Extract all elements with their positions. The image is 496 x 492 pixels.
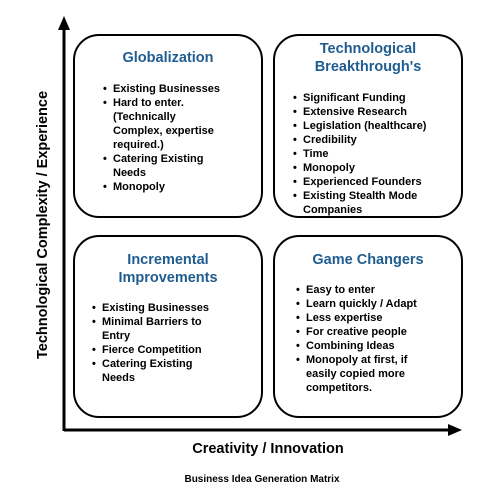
list-item: Learn quickly / Adapt [296,297,417,311]
list-item: Existing Businesses [92,301,209,315]
list-item: Fierce Competition [92,343,209,357]
list-item: Monopoly at first, if [296,353,417,367]
quadrant-list: Existing Businesses Minimal Barriers to … [92,301,209,385]
list-item: Minimal Barriers to [92,315,209,329]
quadrant-globalization: Globalization Existing Businesses Hard t… [73,34,263,218]
list-item: Less expertise [296,311,417,325]
list-item-continuation: Needs [102,372,136,384]
list-item: Catering Existing [103,152,220,166]
list-item-continuation: Needs [113,167,147,179]
list-item: Catering Existing [92,357,209,371]
y-axis-label: Technological Complexity / Experience [35,90,51,360]
quadrant-title: Globalization [122,50,214,66]
quadrant-list: Significant Funding Extensive Research L… [293,91,426,217]
list-item: Credibility [293,133,426,147]
figure-caption: Business Idea Generation Matrix [184,474,340,485]
list-item: Existing Businesses [103,82,220,96]
quadrant-technological-breakthroughs: Technological Breakthrough's Significant… [273,34,463,218]
quadrant-list: Existing Businesses Hard to enter. (Tech… [103,82,220,194]
x-axis-label: Creativity / Innovation [192,441,344,457]
quadrant-incremental-improvements: Incremental Improvements Existing Busine… [73,235,263,418]
y-axis-arrow [58,16,70,30]
list-item: Monopoly [103,180,220,194]
list-item: For creative people [296,325,417,339]
list-item: Existing Stealth Mode [293,189,426,203]
list-item-continuation: required.) [113,139,164,151]
quadrant-title: Game Changers [312,252,424,268]
x-axis-arrow [448,424,462,436]
list-item-continuation: Complex, expertise [113,125,214,137]
quadrant-title: Technological Breakthrough's [314,41,422,75]
list-item: Legislation (healthcare) [293,119,426,133]
list-item-continuation: Entry [102,330,131,342]
quadrant-list: Easy to enter Learn quickly / Adapt Less… [296,283,417,395]
list-item: Combining Ideas [296,339,417,353]
list-item: Time [293,147,426,161]
quadrant-game-changers: Game Changers Easy to enter Learn quickl… [273,235,463,418]
list-item: Extensive Research [293,105,426,119]
quadrant-title: Incremental Improvements [118,252,218,286]
list-item: Significant Funding [293,91,426,105]
list-item-continuation: Companies [303,204,363,216]
list-item-continuation: competitors. [306,382,373,394]
list-item-continuation: (Technically [113,111,176,123]
list-item: Experienced Founders [293,175,426,189]
list-item-continuation: easily copied more [306,368,406,380]
list-item: Monopoly [293,161,426,175]
list-item: Hard to enter. [103,96,220,110]
list-item: Easy to enter [296,283,417,297]
